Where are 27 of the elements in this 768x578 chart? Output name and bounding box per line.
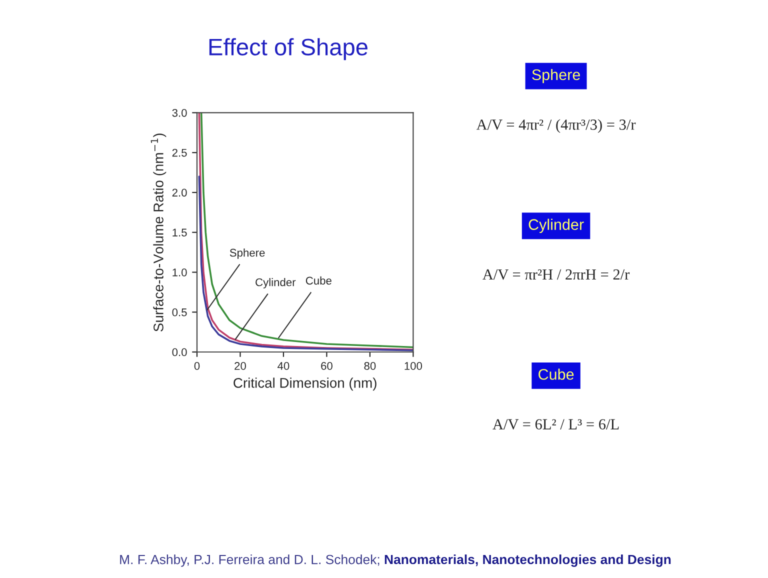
y-tick-label: 3.0: [172, 108, 187, 117]
chart-title: Effect of Shape: [209, 38, 368, 60]
y-axis-title: Surface-to-Volume Ratio (nm$^{−1}$): [150, 134, 166, 332]
x-tick-label: 40: [278, 362, 290, 370]
y-tick-label: 2.0: [172, 188, 187, 197]
text: M. F. Ashby, P.J. Ferreira and D. L. Schodek;: [120, 554, 380, 567]
text: Sphere: [532, 68, 580, 84]
text: Cube: [538, 368, 574, 380]
text: A/V = 6L² / L³ = 6/L: [492, 419, 619, 430]
text: A/V = πr²H / 2πrH = 2/r: [482, 269, 630, 280]
x-axis-title: Critical Dimension (nm): [234, 378, 376, 391]
y-tick-label: 2.5: [172, 148, 187, 157]
y-tick-label: 0.0: [172, 348, 187, 356]
annotation: Sphere: [230, 248, 265, 259]
text: Nanomaterials, Nanotechnologies and Design: [384, 554, 671, 567]
x-tick-label: 80: [364, 362, 376, 370]
x-tick-label: 60: [321, 362, 332, 370]
y-tick-label: 1.0: [172, 268, 187, 276]
annotation: Cylinder: [256, 278, 296, 288]
y-tick-label: 1.5: [172, 228, 187, 236]
text: Cylinder: [528, 218, 584, 234]
text: A/V = 4πr² / (4πr³/3) = 3/r: [476, 119, 636, 133]
x-tick-label: 20: [234, 362, 246, 370]
annotation: Cube: [306, 276, 332, 285]
y-tick-label: 0.5: [172, 308, 187, 316]
x-tick-label: 100: [404, 362, 422, 370]
x-tick-label: 0: [194, 362, 200, 370]
